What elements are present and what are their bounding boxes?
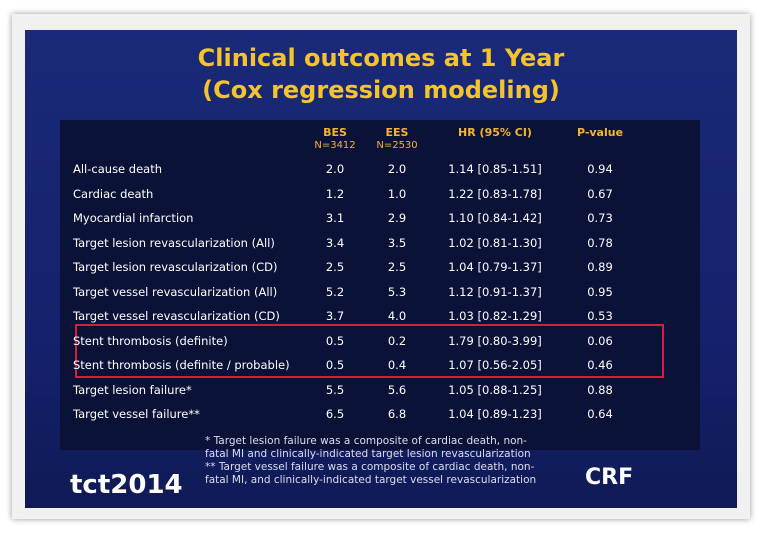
- table-cell: 0.73: [587, 211, 613, 225]
- row-label: Target lesion failure*: [73, 382, 192, 397]
- table-cell: 1.0: [387, 186, 407, 201]
- column-header: HR (95% CI): [458, 126, 532, 139]
- table-cell: 6.8: [387, 407, 407, 421]
- table-cell: 3.4: [325, 235, 345, 250]
- table-cell: 0.06: [587, 333, 613, 348]
- table: [60, 120, 700, 450]
- column-header: P-value: [576, 126, 624, 139]
- table-cell: 6.5: [325, 407, 345, 421]
- table-cell: 5.5: [325, 382, 345, 397]
- table-cell: 0.5: [325, 358, 345, 372]
- table-cell: 0.53: [587, 309, 613, 323]
- table-cell: 1.05 [0.88-1.25]: [448, 382, 542, 397]
- table-cell: 1.04 [0.79-1.37]: [448, 260, 542, 274]
- footnote: * Target lesion failure was a composite …: [205, 435, 527, 447]
- table-cell: 2.5: [325, 260, 345, 274]
- table-cell: 3.5: [387, 235, 407, 250]
- footnote: ** Target vessel failure was a composite…: [205, 461, 535, 473]
- table-cell: 0.46: [587, 358, 613, 372]
- table-cell: 0.4: [387, 358, 407, 372]
- table-cell: 1.03 [0.82-1.29]: [448, 309, 542, 323]
- table-cell: 5.3: [387, 284, 407, 299]
- row-label: All-cause death: [73, 162, 163, 176]
- crf-logo: CRF: [585, 465, 634, 490]
- row-label: Myocardial infarction: [73, 211, 194, 225]
- table-cell: 0.78: [587, 235, 613, 250]
- title-line: Clinical outcomes at 1 Year: [197, 44, 565, 72]
- slide: Clinical outcomes at 1 Year (Cox regress…: [25, 30, 737, 508]
- table-cell: 1.12 [0.91-1.37]: [448, 284, 542, 299]
- column-header: BES: [323, 126, 347, 139]
- table-cell: 1.14 [0.85-1.51]: [448, 162, 542, 176]
- table-cell: 0.89: [587, 260, 613, 274]
- table-cell: 0.64: [587, 407, 613, 421]
- table-cell: 0.88: [587, 382, 613, 397]
- table-cell: 0.95: [587, 284, 613, 299]
- row-label: Target vessel revascularization (CD): [73, 309, 280, 323]
- highlight-box: [75, 324, 664, 378]
- row-label: Cardiac death: [73, 186, 154, 201]
- table-cell: 1.10 [0.84-1.42]: [448, 211, 542, 225]
- table-cell: 3.1: [325, 211, 345, 225]
- row-label: Target vessel revascularization (All): [73, 284, 278, 299]
- table-cell: 0.67: [587, 186, 613, 201]
- table-cell: 2.0: [387, 162, 407, 176]
- row-label: Target vessel failure**: [73, 407, 200, 421]
- table-cell: 1.04 [0.89-1.23]: [448, 407, 542, 421]
- tct-logo: tct2014: [70, 470, 183, 500]
- footnote: fatal MI, and clinically-indicated targe…: [205, 474, 537, 486]
- row-label: Target lesion revascularization (All): [73, 235, 275, 250]
- row-label: Stent thrombosis (definite): [73, 333, 228, 348]
- table-cell: 0.2: [387, 333, 407, 348]
- table-cell: 2.5: [387, 260, 407, 274]
- column-subheader: N=3412: [314, 140, 356, 151]
- table-cell: 2.9: [387, 211, 407, 225]
- table-cell: 1.07 [0.56-2.05]: [448, 358, 542, 372]
- table-cell: 0.5: [325, 333, 345, 348]
- title-line: (Cox regression modeling): [202, 76, 560, 104]
- row-label: Stent thrombosis (definite / probable): [73, 358, 290, 372]
- table-cell: 3.7: [325, 309, 345, 323]
- column-header: EES: [385, 126, 409, 139]
- table-cell: 5.6: [387, 382, 407, 397]
- table-cell: 1.2: [325, 186, 345, 201]
- table-cell: 1.22 [0.83-1.78]: [448, 186, 542, 201]
- table-cell: 1.02 [0.81-1.30]: [448, 235, 542, 250]
- table-cell: 2.0: [325, 162, 345, 176]
- table-cell: 1.79 [0.80-3.99]: [448, 333, 542, 348]
- column-subheader: N=2530: [376, 140, 418, 151]
- table-cell: 0.94: [587, 162, 613, 176]
- table-cell: 4.0: [387, 309, 407, 323]
- footnote: fatal MI and clinically-indicated target…: [205, 448, 531, 460]
- row-label: Target lesion revascularization (CD): [73, 260, 278, 274]
- table-cell: 5.2: [325, 284, 345, 299]
